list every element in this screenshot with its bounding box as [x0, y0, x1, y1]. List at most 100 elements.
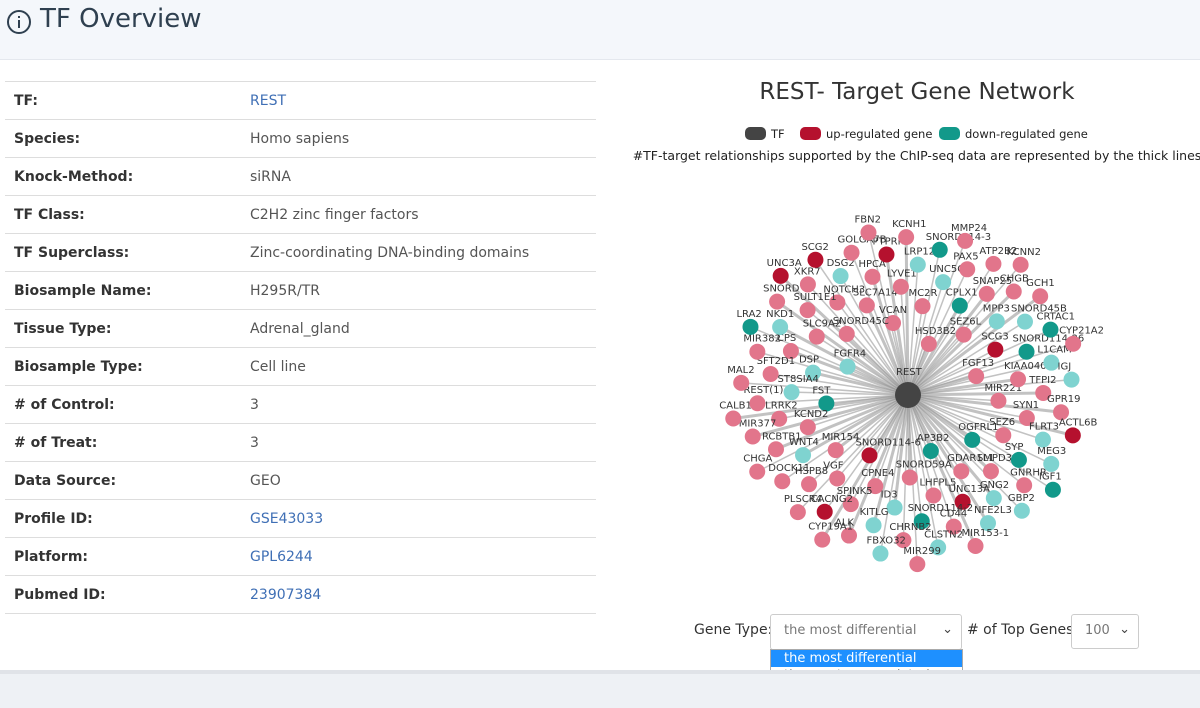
gene-node[interactable]: [829, 470, 846, 487]
gene-node[interactable]: [895, 532, 912, 549]
gene-node[interactable]: [769, 293, 786, 310]
gene-node[interactable]: [913, 513, 930, 530]
gene-node[interactable]: [749, 463, 766, 480]
gene-node[interactable]: [1035, 384, 1052, 401]
gene-node[interactable]: [744, 428, 761, 445]
gene-node[interactable]: [841, 527, 858, 544]
gene-node[interactable]: [985, 490, 1002, 507]
gene-node[interactable]: [1043, 455, 1060, 472]
gene-node[interactable]: [1018, 410, 1035, 427]
gene-node[interactable]: [885, 315, 902, 332]
gene-node[interactable]: [1034, 431, 1051, 448]
row-link[interactable]: 23907384: [241, 575, 596, 614]
gene-node[interactable]: [860, 224, 877, 241]
gene-node[interactable]: [767, 441, 784, 458]
gene-node[interactable]: [867, 478, 884, 495]
gene-node[interactable]: [898, 229, 915, 246]
gene-node[interactable]: [1018, 343, 1035, 360]
gene-node[interactable]: [872, 545, 889, 562]
gene-node[interactable]: [1010, 371, 1027, 388]
row-link[interactable]: GSE43033: [241, 499, 596, 538]
gene-node[interactable]: [816, 503, 833, 520]
gene-node[interactable]: [909, 556, 926, 573]
gene-node[interactable]: [990, 392, 1007, 409]
gene-node[interactable]: [957, 232, 974, 249]
gene-node[interactable]: [807, 251, 824, 268]
gene-node[interactable]: [842, 496, 859, 513]
gene-node[interactable]: [829, 294, 846, 311]
gene-node[interactable]: [858, 297, 875, 314]
gene-node[interactable]: [1063, 371, 1080, 388]
gene-node[interactable]: [953, 463, 970, 480]
gene-node[interactable]: [1016, 313, 1033, 330]
gene-node[interactable]: [914, 298, 931, 315]
gene-node[interactable]: [901, 469, 918, 486]
gene-node[interactable]: [951, 297, 968, 314]
gene-node[interactable]: [930, 539, 947, 556]
gene-node[interactable]: [818, 395, 835, 412]
gene-node[interactable]: [789, 504, 806, 521]
gene-node[interactable]: [725, 410, 742, 427]
gene-node[interactable]: [1016, 477, 1033, 494]
gene-node[interactable]: [954, 493, 971, 510]
gene-node[interactable]: [801, 476, 818, 493]
gene-node[interactable]: [839, 358, 856, 375]
gene-node[interactable]: [922, 443, 939, 460]
gene-node[interactable]: [742, 318, 759, 335]
gene-node[interactable]: [774, 473, 791, 490]
gene-node[interactable]: [982, 463, 999, 480]
gene-node[interactable]: [772, 319, 789, 336]
gene-node[interactable]: [782, 343, 799, 360]
gene-node[interactable]: [1010, 451, 1027, 468]
gene-node[interactable]: [838, 325, 855, 342]
top-genes-select[interactable]: 100 ⌄: [1071, 614, 1139, 649]
gene-node[interactable]: [749, 343, 766, 360]
gene-node[interactable]: [1005, 283, 1022, 300]
gene-node[interactable]: [1012, 256, 1029, 273]
gene-node[interactable]: [843, 244, 860, 261]
option[interactable]: the most differential: [771, 650, 962, 667]
gene-node[interactable]: [799, 419, 816, 436]
gene-node[interactable]: [814, 531, 831, 548]
gene-node[interactable]: [967, 537, 984, 554]
gene-node[interactable]: [1065, 335, 1082, 352]
gene-node[interactable]: [1053, 404, 1070, 421]
gene-node[interactable]: [964, 431, 981, 448]
gene-node[interactable]: [931, 241, 948, 258]
gene-node[interactable]: [886, 499, 903, 516]
tf-node[interactable]: [895, 382, 921, 408]
gene-node[interactable]: [772, 267, 789, 284]
gene-node[interactable]: [799, 276, 816, 293]
gene-node[interactable]: [1032, 288, 1049, 305]
row-link[interactable]: GPL6244: [241, 537, 596, 576]
gene-node[interactable]: [955, 326, 972, 343]
gene-node[interactable]: [968, 368, 985, 385]
gene-node[interactable]: [978, 285, 995, 302]
gene-node[interactable]: [935, 274, 952, 291]
gene-node[interactable]: [808, 328, 825, 345]
gene-node[interactable]: [832, 268, 849, 285]
gene-node[interactable]: [1044, 481, 1061, 498]
gene-node[interactable]: [1013, 502, 1030, 519]
gene-node[interactable]: [945, 518, 962, 535]
gene-node[interactable]: [985, 255, 1002, 272]
gene-node[interactable]: [920, 335, 937, 352]
gene-node[interactable]: [799, 302, 816, 319]
gene-node[interactable]: [865, 517, 882, 534]
gene-node[interactable]: [988, 313, 1005, 330]
gene-node[interactable]: [909, 256, 926, 273]
gene-node[interactable]: [925, 487, 942, 504]
gene-type-select[interactable]: the most differential ⌄: [770, 614, 962, 650]
gene-node[interactable]: [1042, 321, 1059, 338]
gene-node[interactable]: [771, 410, 788, 427]
gene-node[interactable]: [733, 374, 750, 391]
row-link[interactable]: REST: [241, 81, 596, 120]
gene-node[interactable]: [995, 427, 1012, 444]
gene-node[interactable]: [864, 268, 881, 285]
gene-node[interactable]: [1064, 427, 1081, 444]
gene-node[interactable]: [804, 364, 821, 381]
gene-node[interactable]: [1043, 354, 1060, 371]
gene-node[interactable]: [861, 447, 878, 464]
gene-node[interactable]: [979, 515, 996, 532]
gene-node[interactable]: [892, 278, 909, 295]
